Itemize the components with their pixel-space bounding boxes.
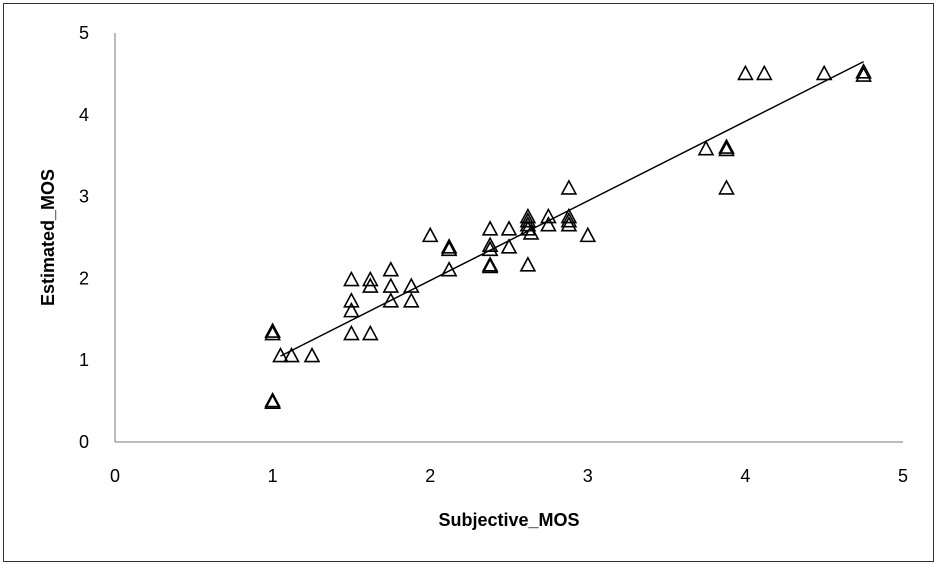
data-point [697,139,715,156]
x-tick-labels: 0 1 2 3 4 5 [110,466,908,486]
x-tick-label: 0 [110,466,120,486]
data-point [440,238,458,254]
data-point [540,207,557,224]
data-point [481,220,499,236]
data-point [718,138,735,154]
data-point [718,179,735,195]
data-point [718,140,735,157]
data-point [361,270,379,287]
x-tick-label: 1 [268,466,278,486]
data-point [361,277,379,293]
data-point [382,261,400,277]
y-axis-title: Estimated_MOS [38,169,58,306]
data-point [737,64,754,81]
data-point [815,64,833,81]
data-point [519,256,537,272]
data-point [264,324,281,341]
data-point [303,346,321,363]
y-tick-label: 0 [79,432,89,452]
data-point [522,224,540,240]
data-point [343,270,360,287]
data-point [579,226,597,243]
data-point [382,292,400,308]
data-point [519,211,537,228]
data-point [361,324,379,341]
data-point [560,216,578,232]
y-tick-label: 5 [79,23,89,43]
x-tick-label: 4 [740,466,750,486]
x-tick-label: 5 [898,466,908,486]
data-point [855,66,872,82]
x-tick-label: 3 [583,466,593,486]
y-tick-label: 1 [79,350,89,370]
chart-frame [3,3,934,562]
data-point [500,220,518,236]
data-point [560,211,578,228]
data-point [519,220,537,236]
data-point [382,277,400,293]
data-point [440,240,458,257]
data-point [343,301,360,318]
data-point [855,63,872,79]
data-point [343,292,360,308]
x-tick-label: 2 [425,466,435,486]
data-point [481,257,499,274]
y-tick-labels: 0 1 2 3 4 5 [79,23,89,452]
data-point [540,216,557,232]
data-point [402,292,420,308]
data-point [481,236,499,252]
data-point [421,226,439,243]
x-axis-title: Subjective_MOS [438,510,579,530]
data-point [264,393,281,410]
data-point [755,64,773,81]
data-markers [264,63,872,410]
y-tick-label: 3 [79,187,89,207]
y-tick-label: 2 [79,268,89,288]
data-point [560,207,578,224]
axes [114,33,903,443]
data-point [500,238,518,254]
data-point [343,324,360,341]
data-point [560,179,578,195]
data-point [264,322,281,338]
y-tick-label: 4 [79,105,89,125]
trendline [280,60,864,357]
data-point [283,346,300,363]
data-point [402,277,420,293]
